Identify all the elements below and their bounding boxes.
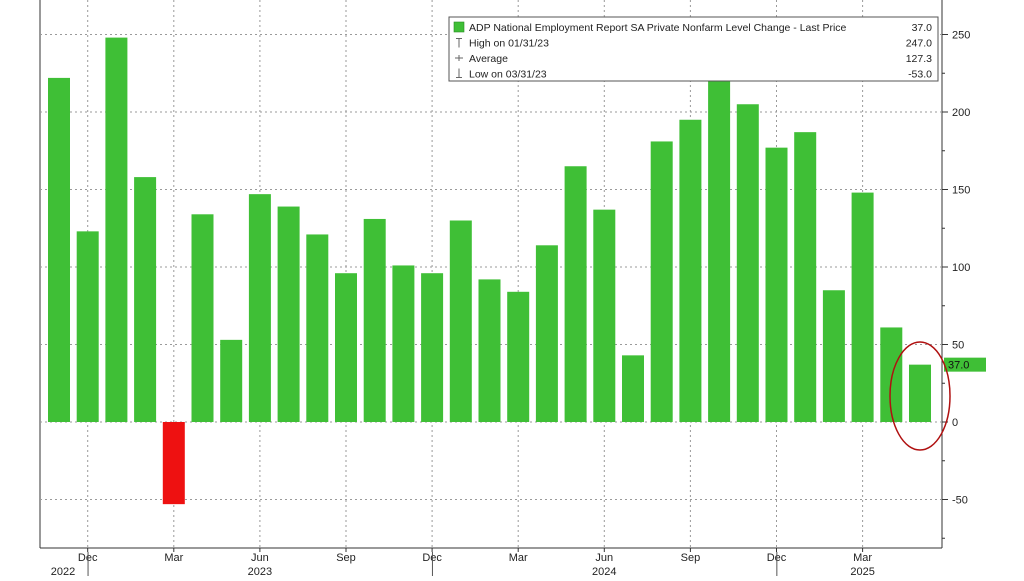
bar	[421, 273, 444, 422]
bar	[191, 214, 214, 422]
bar	[736, 104, 759, 422]
x-tick-label: Sep	[336, 552, 356, 564]
y-tick-label: 100	[952, 262, 970, 274]
bar	[507, 291, 530, 422]
bar	[76, 231, 99, 422]
bar	[650, 141, 673, 422]
x-tick-label: Jun	[595, 552, 613, 564]
bar	[822, 290, 845, 422]
bar	[622, 355, 644, 422]
bar	[48, 77, 70, 423]
legend-label: High on 01/31/23	[469, 38, 549, 50]
bar	[162, 422, 185, 505]
x-year-label: 2024	[592, 566, 616, 576]
last-price-label: 37.0	[948, 360, 969, 372]
x-year-label: 2022	[51, 566, 75, 576]
bar	[593, 209, 616, 422]
x-tick-label: Jun	[251, 552, 269, 564]
bar	[306, 234, 329, 422]
y-tick-label: 250	[952, 30, 970, 42]
bar	[335, 273, 357, 422]
bar	[765, 147, 788, 422]
bar	[909, 364, 931, 422]
bar	[363, 218, 386, 422]
y-tick-label: 200	[952, 107, 970, 119]
bar	[105, 37, 128, 422]
legend-value: 127.3	[906, 53, 932, 65]
x-tick-label: Mar	[853, 552, 872, 564]
legend-swatch	[453, 21, 465, 33]
bar	[478, 279, 501, 422]
legend-value: -53.0	[908, 69, 932, 81]
bar	[535, 245, 558, 422]
bar	[248, 194, 271, 422]
y-tick-label: -50	[952, 495, 968, 507]
bar	[880, 327, 903, 422]
legend-label: Average	[469, 53, 508, 65]
bar	[392, 265, 415, 422]
last-price-tag	[944, 357, 986, 372]
bar	[708, 81, 731, 422]
bar	[794, 132, 817, 422]
legend-label: Low on 03/31/23	[469, 69, 547, 81]
bar	[134, 177, 157, 422]
x-year-label: 2023	[248, 566, 272, 576]
x-year-label: 2025	[850, 566, 874, 576]
bar	[679, 119, 702, 422]
legend-label: ADP National Employment Report SA Privat…	[469, 22, 847, 34]
legend-value: 37.0	[912, 22, 933, 34]
bar	[449, 220, 472, 422]
y-tick-label: 150	[952, 185, 970, 197]
x-tick-label: Mar	[164, 552, 183, 564]
legend-box	[448, 16, 939, 82]
y-tick-label: 0	[952, 417, 958, 429]
x-tick-label: Sep	[681, 552, 701, 564]
y-tick-label: 50	[952, 340, 964, 352]
bar	[220, 339, 243, 422]
bar	[564, 166, 587, 422]
bar	[277, 206, 300, 422]
legend-value: 247.0	[906, 38, 932, 50]
annotation-circle	[889, 341, 951, 451]
x-tick-label: Mar	[509, 552, 528, 564]
bar	[851, 192, 874, 422]
